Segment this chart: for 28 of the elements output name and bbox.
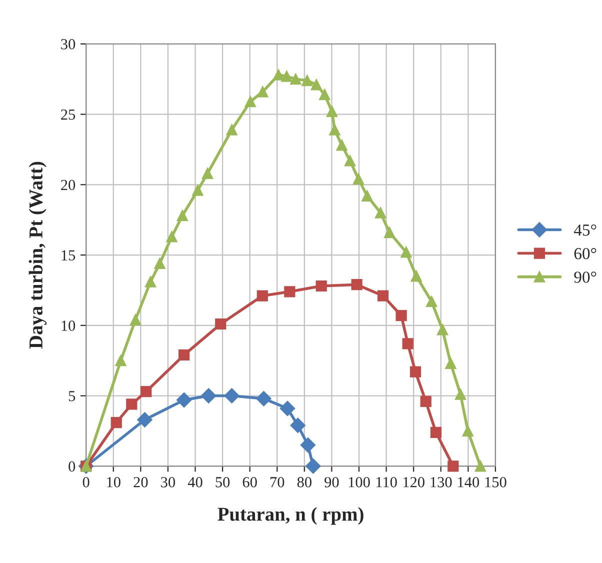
x-tick-label: 10 — [107, 477, 120, 488]
x-tick-label: 20 — [134, 477, 148, 488]
x-tick-label: 130 — [430, 477, 452, 488]
x-tick-label: 70 — [270, 477, 284, 488]
x-tick-label: 90 — [324, 477, 339, 488]
x-tick-label: 50 — [216, 477, 230, 488]
y-tick-label: 30 — [61, 39, 76, 50]
x-tick-label: 30 — [161, 477, 176, 488]
x-tick-label: 150 — [485, 477, 506, 488]
x-tick-label: 100 — [348, 477, 370, 488]
y-axis-title: Daya turbin, Pt (Watt) — [28, 162, 47, 349]
x-tick-label: 60 — [242, 477, 257, 488]
legend-label: 45° — [574, 224, 596, 236]
x-tick-label: 0 — [82, 477, 90, 488]
legend-label: 90° — [574, 272, 596, 283]
legend-label: 60° — [574, 248, 596, 260]
x-tick-label: 140 — [458, 477, 480, 488]
x-tick-label: 110 — [376, 477, 397, 488]
x-tick-label: 120 — [403, 477, 424, 488]
x-tick-label: 40 — [188, 477, 202, 488]
x-tick-label: 80 — [297, 477, 312, 488]
y-tick-label: 25 — [61, 109, 76, 120]
y-tick-label: 10 — [62, 320, 76, 331]
y-tick-label: 5 — [68, 391, 76, 402]
y-tick-label: 15 — [62, 250, 76, 260]
y-tick-label: 20 — [61, 180, 76, 190]
x-axis-title: Putaran, n ( rpm) — [218, 507, 364, 525]
y-tick-label: 0 — [68, 461, 76, 472]
